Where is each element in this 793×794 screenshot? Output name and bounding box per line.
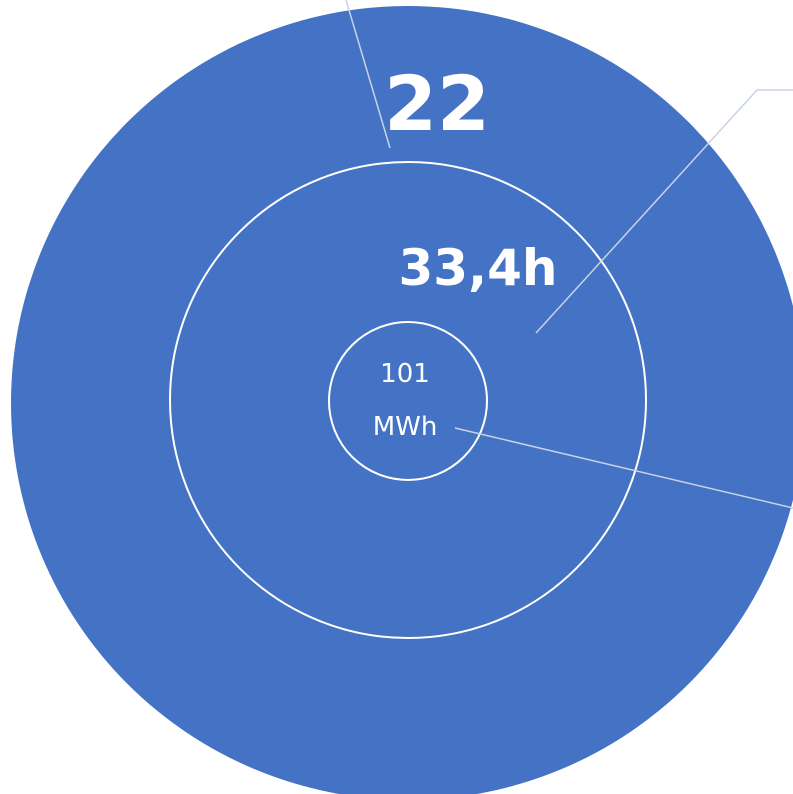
leader-line-inner (454, 427, 793, 509)
leader-line-outer (345, 0, 391, 149)
outer-ring (11, 6, 793, 794)
inner-ring (328, 321, 488, 481)
inner-ring-value-line2: MWh (373, 412, 438, 442)
inner-ring-value-line1: 101 (380, 359, 430, 389)
leader-line-middle (535, 89, 793, 334)
outer-ring-value: 22 (384, 59, 490, 148)
middle-ring-value: 33,4h (399, 239, 558, 297)
middle-ring (169, 161, 647, 639)
